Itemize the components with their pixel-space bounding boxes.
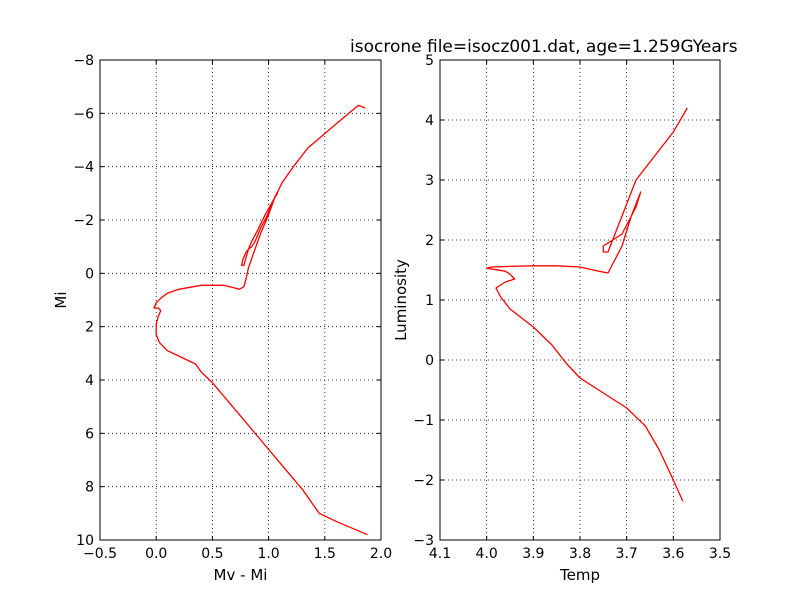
left-y-tick-label: 0: [85, 266, 94, 282]
left-axes-frame: [99, 59, 382, 541]
left-y-tick-label: −8: [73, 53, 94, 69]
right-y-axis-label: Luminosity: [392, 259, 410, 341]
left-y-tick-label: 10: [76, 533, 94, 549]
left-y-tick-label: −6: [73, 106, 94, 122]
left-y-tick-label: 6: [85, 426, 94, 442]
right-x-tick-label: 3.9: [522, 546, 544, 562]
right-y-tick-label: −2: [413, 473, 434, 489]
right-y-tick-label: 5: [425, 53, 434, 69]
left-series-line: [153, 104, 368, 536]
right-plot-panel: 4.1 4.0 3.9 3.8 3.7 3.6 3.5 −3 −2 −1 0 1 2 3 4 5 Temp Lum…: [392, 53, 731, 584]
left-y-tick-label: 4: [85, 373, 94, 389]
right-y-tick-label: 1: [425, 293, 434, 309]
left-y-tick-label: 8: [85, 480, 94, 496]
right-y-tick-label: 0: [425, 353, 434, 369]
right-x-axis-label: Temp: [559, 566, 600, 584]
right-y-tick-label: −3: [413, 533, 434, 549]
right-x-tick-label: 4.1: [429, 546, 451, 562]
left-x-axis-label: Mv - Mi: [214, 566, 268, 584]
left-x-tick-label: 0.5: [201, 546, 223, 562]
right-x-tick-label: 3.5: [709, 546, 731, 562]
right-y-tick-label: −1: [413, 413, 434, 429]
left-x-tick-label: 1.0: [257, 546, 279, 562]
figure-title: isocrone file=isocz001.dat, age=1.259GYe…: [350, 37, 738, 57]
right-x-tick-label: 4.0: [476, 546, 498, 562]
left-x-tick-label: 0.0: [145, 546, 167, 562]
right-y-tick-label: 4: [425, 113, 434, 129]
right-series-line: [486, 107, 688, 502]
right-x-tick-label: 3.7: [616, 546, 638, 562]
right-y-tick-label: 2: [425, 233, 434, 249]
right-x-tick-label: 3.8: [569, 546, 591, 562]
left-y-axis-label: Mi: [52, 291, 70, 308]
left-x-tick-label: 2.0: [370, 546, 392, 562]
left-x-tick-label: 1.5: [314, 546, 336, 562]
left-x-tick-label: −0.5: [83, 546, 117, 562]
left-plot-panel: −0.5 0.0 0.5 1.0 1.5 2.0 −8 −6 −4 −2 0 2 4 6 8 10 Mv - M…: [52, 53, 392, 584]
right-x-tick-label: 3.6: [662, 546, 684, 562]
left-y-tick-label: 2: [85, 320, 94, 336]
right-y-tick-label: 3: [425, 173, 434, 189]
left-y-tick-label: −2: [73, 213, 94, 229]
left-y-tick-label: −4: [73, 160, 94, 176]
